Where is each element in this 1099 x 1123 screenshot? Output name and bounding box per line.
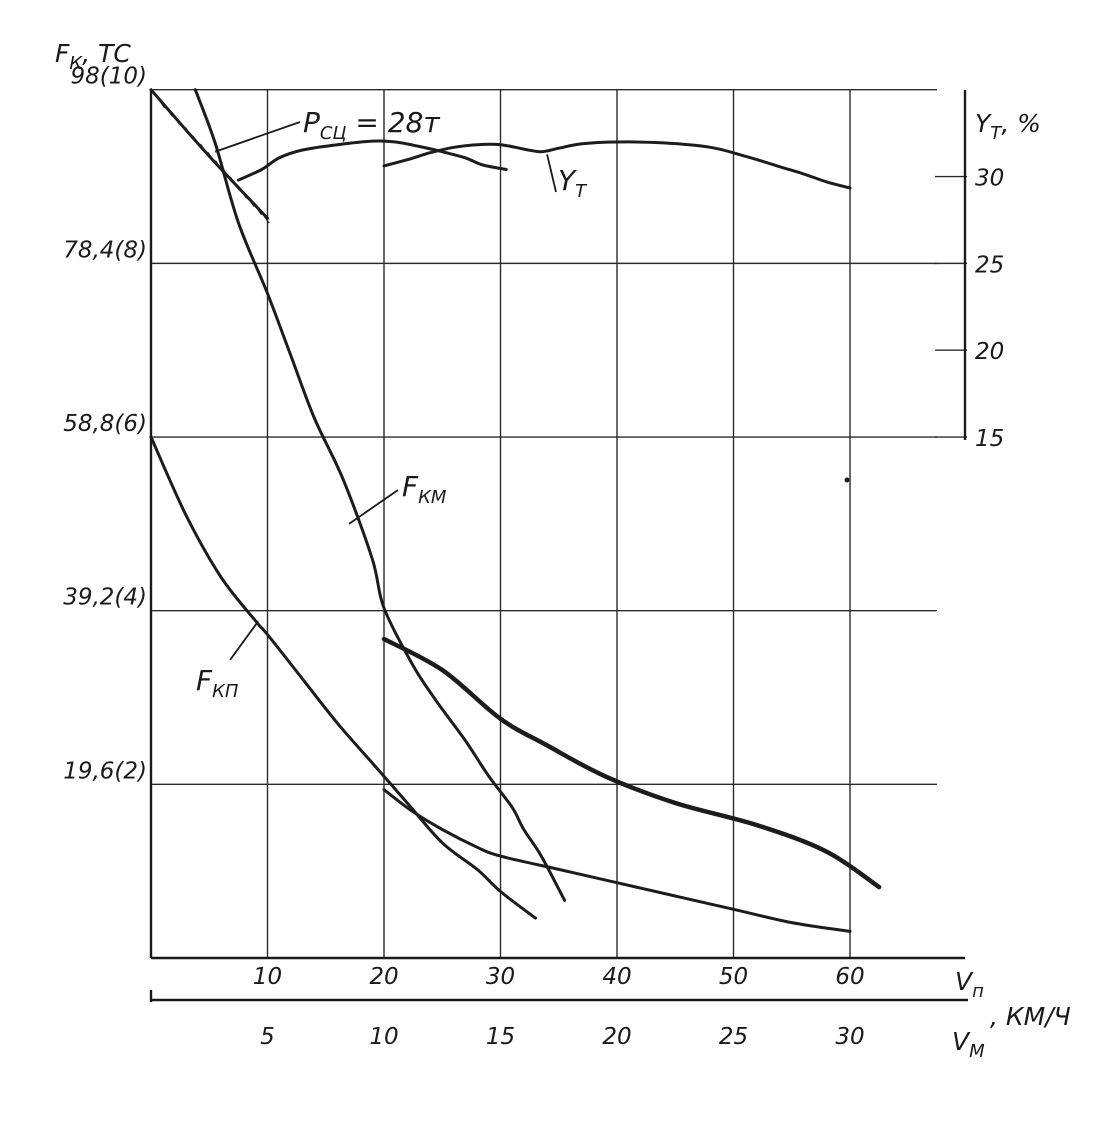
curve-yt_main (236, 139, 508, 182)
right-tick-label: 30 (975, 166, 1004, 192)
curve-adhesion (149, 88, 269, 220)
curve-fkm_branch (381, 636, 882, 890)
bottom-scale-title: VМ (952, 1027, 985, 1062)
top-scale-tick-label: 10 (253, 964, 282, 990)
fkm-label: FКМ (402, 470, 447, 508)
curves (149, 88, 882, 933)
adhesion-leader (214, 121, 301, 153)
bottom-scale-tick-label: 10 (369, 1024, 398, 1050)
curve-yt_second (382, 140, 852, 190)
right-tick-label: 15 (975, 426, 1004, 452)
left-tick-label: 98(10) (71, 64, 147, 90)
curve-fkm (193, 88, 567, 902)
right-tick-label: 25 (975, 252, 1004, 278)
speed-unit-label: , КМ/Ч (990, 1002, 1071, 1031)
right-tick-label: 20 (975, 339, 1004, 365)
adhesion-label: PСЦ = 28т (303, 106, 440, 144)
top-scale-tick-label: 20 (369, 964, 398, 990)
curve-fkp (149, 435, 537, 920)
top-scale-tick-label: 30 (486, 964, 515, 990)
bottom-scale-tick-label: 30 (835, 1024, 864, 1050)
fkm-leader (348, 489, 399, 525)
top-scale-tick-label: 50 (719, 964, 748, 990)
fkp-label: FКП (196, 664, 239, 702)
left-tick-label: 58,8(6) (63, 411, 147, 437)
bottom-scale-tick-label: 25 (719, 1024, 748, 1050)
top-scale-title: Vп (955, 967, 984, 1002)
yt-label: YТ (558, 164, 588, 202)
top-scale-tick-label: 40 (602, 964, 631, 990)
left-tick-label: 19,6(2) (63, 758, 147, 784)
bottom-scale-tick-label: 20 (602, 1024, 631, 1050)
fkp-leader (229, 620, 259, 661)
bottom-scale-tick-label: 15 (486, 1024, 515, 1050)
bottom-scale-tick-label: 5 (260, 1024, 275, 1050)
left-axis-title: FК, ТС (55, 39, 131, 74)
top-scale-tick-label: 60 (835, 964, 864, 990)
right-axis-title: YT, % (975, 109, 1041, 144)
left-tick-label: 78,4(8) (63, 237, 147, 263)
plot-grid (149, 89, 968, 1002)
left-tick-label: 39,2(4) (63, 585, 147, 611)
curve-annotations: PСЦ = 28т FКМ FКП YТ (196, 106, 850, 702)
axis-labels: 19,6(2) 39,2(4) 58,8(6) 78,4(8) 98(10) 15 20 25… (55, 39, 1071, 1062)
stray-mark (844, 477, 850, 483)
yt-leader (546, 154, 557, 193)
curve-fkp_branch (382, 788, 852, 933)
